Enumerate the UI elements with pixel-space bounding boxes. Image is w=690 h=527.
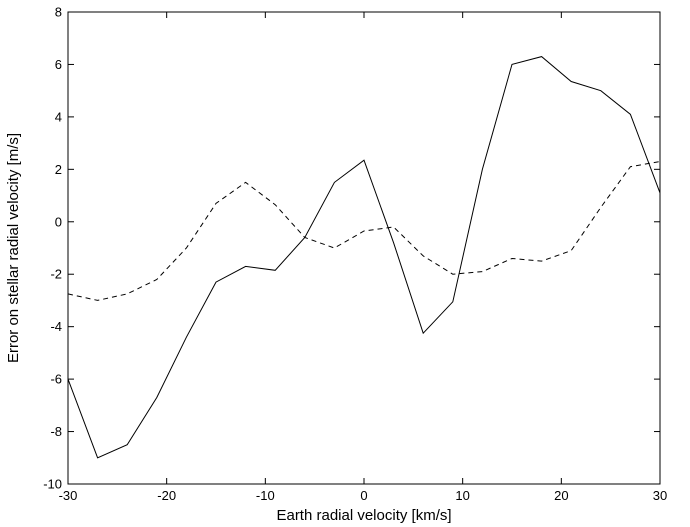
x-tick-label: -30 (59, 488, 78, 503)
y-tick-label: -8 (50, 424, 62, 439)
x-tick-label: 10 (455, 488, 469, 503)
x-tick-label: -20 (157, 488, 176, 503)
y-tick-label: 4 (55, 109, 62, 124)
x-tick-label: -10 (256, 488, 275, 503)
y-tick-label: 8 (55, 5, 62, 20)
solid-series-line (67, 56, 661, 459)
y-tick-label: 2 (55, 162, 62, 177)
y-tick-label: 6 (55, 57, 62, 72)
x-tick-label: 0 (360, 488, 367, 503)
x-axis-label: Earth radial velocity [km/s] (276, 507, 451, 524)
dashed-series-line (67, 161, 661, 301)
x-tick-label: 30 (653, 488, 667, 503)
y-tick-label: -2 (50, 267, 62, 282)
plot-area (67, 11, 661, 485)
y-tick-label: -10 (43, 477, 62, 492)
y-tick-label: 0 (55, 214, 62, 229)
y-axis-label: Error on stellar radial velocity [m/s] (5, 133, 22, 363)
y-tick-label: -6 (50, 372, 62, 387)
y-tick-label: -4 (50, 319, 62, 334)
x-tick-label: 20 (554, 488, 568, 503)
